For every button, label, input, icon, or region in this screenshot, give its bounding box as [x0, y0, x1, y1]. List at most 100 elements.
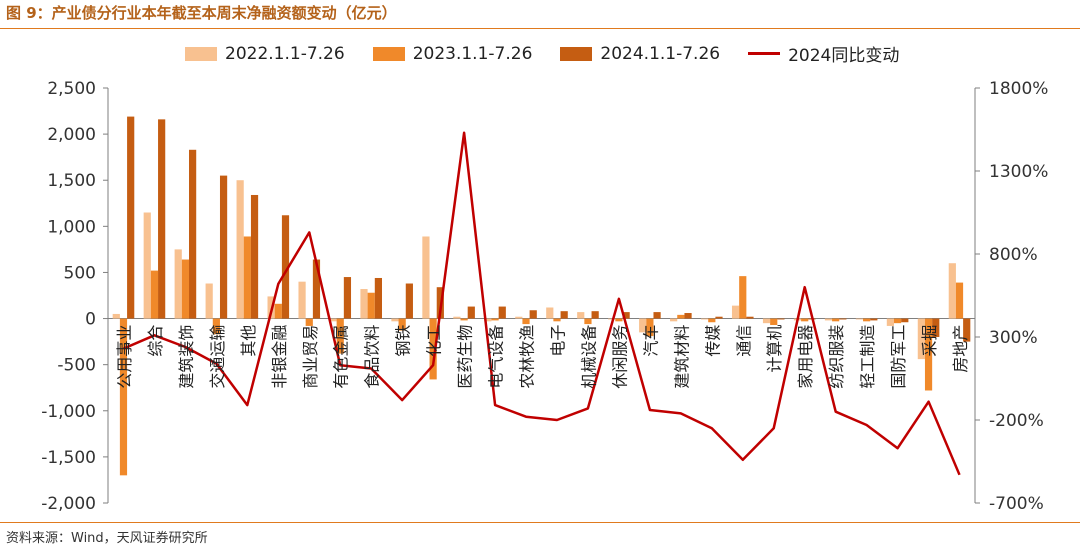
bar-series-2: [398, 318, 406, 331]
bar-series-1: [639, 318, 647, 333]
bar-series-1: [453, 316, 461, 319]
x-category-label: 综合: [146, 325, 165, 357]
bar-series-3: [901, 318, 909, 323]
bar-series-3: [127, 116, 135, 319]
y-tick-label: -1,000: [41, 402, 96, 422]
bar-series-3: [250, 194, 259, 319]
legend-item-2022: 2022.1.1-7.26: [185, 44, 345, 64]
bar-series-2: [646, 318, 654, 337]
bar-series-2: [305, 318, 313, 326]
x-category-label: 食品饮料: [363, 325, 382, 389]
bar-series-3: [467, 306, 475, 319]
x-category-label: 有色金属: [332, 325, 351, 389]
x-category-label: 建筑材料: [672, 325, 691, 389]
bar-series-2: [243, 236, 251, 319]
x-category-label: 钢铁: [394, 325, 413, 357]
bar-series-1: [670, 318, 678, 322]
bar-series-1: [948, 263, 956, 319]
bar-series-1: [484, 318, 492, 322]
bar-series-1: [608, 318, 616, 320]
bar-series-2: [893, 318, 902, 324]
x-category-label: 其他: [239, 325, 258, 357]
bar-series-2: [460, 318, 468, 321]
x-category-label: 电气设备: [487, 325, 506, 389]
bar-series-1: [515, 316, 523, 319]
bar-series-2: [615, 318, 623, 322]
bar-series-3: [343, 277, 352, 319]
line-series-yoy: [123, 131, 961, 476]
bar-series-1: [360, 289, 368, 319]
x-category-label: 传媒: [703, 325, 722, 357]
bar-series-3: [653, 312, 661, 319]
bar-series-1: [855, 318, 864, 320]
bar-series-2: [212, 318, 220, 335]
x-category-label: 公用事业: [115, 325, 134, 389]
bar-series-2: [801, 318, 809, 322]
legend-label-2024: 2024.1.1-7.26: [600, 43, 721, 64]
y-tick-label: 2,500: [47, 79, 96, 99]
legend: 2022.1.1-7.26 2023.1.1-7.26 2024.1.1-7.2…: [185, 41, 927, 66]
bar-series-1: [824, 318, 833, 321]
x-category-label: 休闲服务: [610, 325, 629, 389]
bar-series-2: [150, 270, 159, 319]
source-note: 资料来源：Wind，天风证券研究所: [6, 531, 208, 546]
bar-series-1: [298, 281, 306, 319]
y2-tick-label: -700%: [989, 494, 1044, 514]
x-category-label: 通信: [734, 325, 753, 357]
bar-series-1: [236, 180, 244, 319]
bar-series-2: [274, 303, 282, 319]
legend-label-2022: 2022.1.1-7.26: [225, 43, 345, 64]
legend-label-yoy: 2024同比变动: [788, 46, 900, 66]
x-category-label: 纺织服装: [827, 325, 846, 389]
y-tick-label: -1,500: [41, 448, 96, 468]
bar-series-3: [374, 277, 382, 319]
bar-series-1: [329, 318, 337, 322]
y-tick-label: 0: [85, 310, 96, 330]
bar-series-2: [832, 318, 840, 322]
y2-tick-label: 1300%: [989, 162, 1048, 182]
legend-item-2023: 2023.1.1-7.26: [372, 44, 532, 64]
bar-series-1: [731, 305, 740, 319]
x-category-label: 国防军工: [889, 325, 908, 389]
chart-plot: 2,500 2,000 1,500 1,000 500 0 -500 -1,000 -1,500…: [41, 79, 1048, 514]
legend-swatch-2022: [185, 46, 217, 61]
bar-series-3: [158, 119, 166, 319]
bar-series-1: [546, 307, 554, 319]
bar-series-1: [577, 312, 585, 319]
x-category-label: 医药生物: [456, 325, 475, 389]
legend-swatch-2024: [560, 46, 593, 61]
bar-series-2: [924, 318, 933, 391]
bar-series-2: [708, 318, 716, 323]
x-category-label: 化工: [425, 325, 444, 357]
x-category-label: 汽车: [641, 325, 660, 357]
bar-series-2: [367, 292, 375, 319]
bar-series-3: [529, 310, 537, 319]
figure-title: 图 9：产业债分行业本年截至本周末净融资额变动（亿元）: [6, 4, 397, 22]
bar-series-3: [405, 283, 413, 319]
legend-item-yoy: 2024同比变动: [748, 41, 899, 66]
y-tick-label: 1,500: [47, 171, 96, 191]
x-category-label: 非银金融: [270, 325, 289, 389]
bar-series-2: [955, 282, 964, 319]
bar-series-1: [886, 318, 894, 326]
bar-series-2: [522, 318, 530, 325]
y2-tick-label: 1800%: [989, 79, 1048, 99]
bar-series-1: [701, 318, 709, 320]
bar-series-2: [491, 318, 499, 321]
bar-series-3: [777, 318, 785, 320]
bar-series-1: [422, 236, 430, 319]
x-category-label: 商业贸易: [301, 325, 320, 389]
bar-series-2: [336, 318, 344, 354]
bar-series-3: [312, 259, 321, 319]
bar-series-1: [112, 313, 120, 319]
bar-series-1: [762, 318, 771, 324]
bar-series-2: [553, 318, 561, 322]
bar-series-3: [219, 175, 228, 319]
legend-swatch-2023: [372, 46, 405, 61]
bar-series-1: [917, 318, 925, 360]
top-divider: [0, 28, 1080, 29]
x-category-label: 房地产: [951, 325, 970, 373]
x-category-label: 交通运输: [208, 325, 227, 389]
bar-series-2: [863, 318, 871, 322]
